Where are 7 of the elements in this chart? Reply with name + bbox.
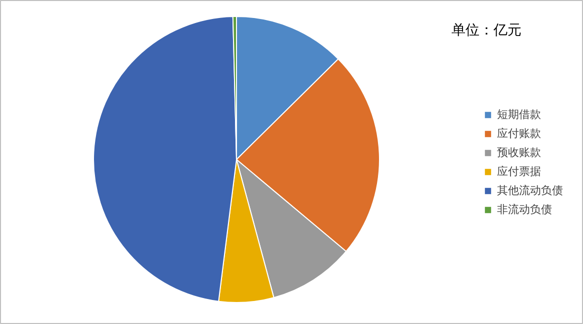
chart-title: 单位：亿元 <box>452 22 522 38</box>
legend-label: 非流动负债 <box>497 202 552 217</box>
legend-label: 应付票据 <box>497 164 541 179</box>
legend-label: 其他流动负债 <box>497 183 563 198</box>
legend-label: 短期借款 <box>497 107 541 122</box>
legend-label: 预收账款 <box>497 145 541 160</box>
legend-label: 应付账款 <box>497 126 541 141</box>
